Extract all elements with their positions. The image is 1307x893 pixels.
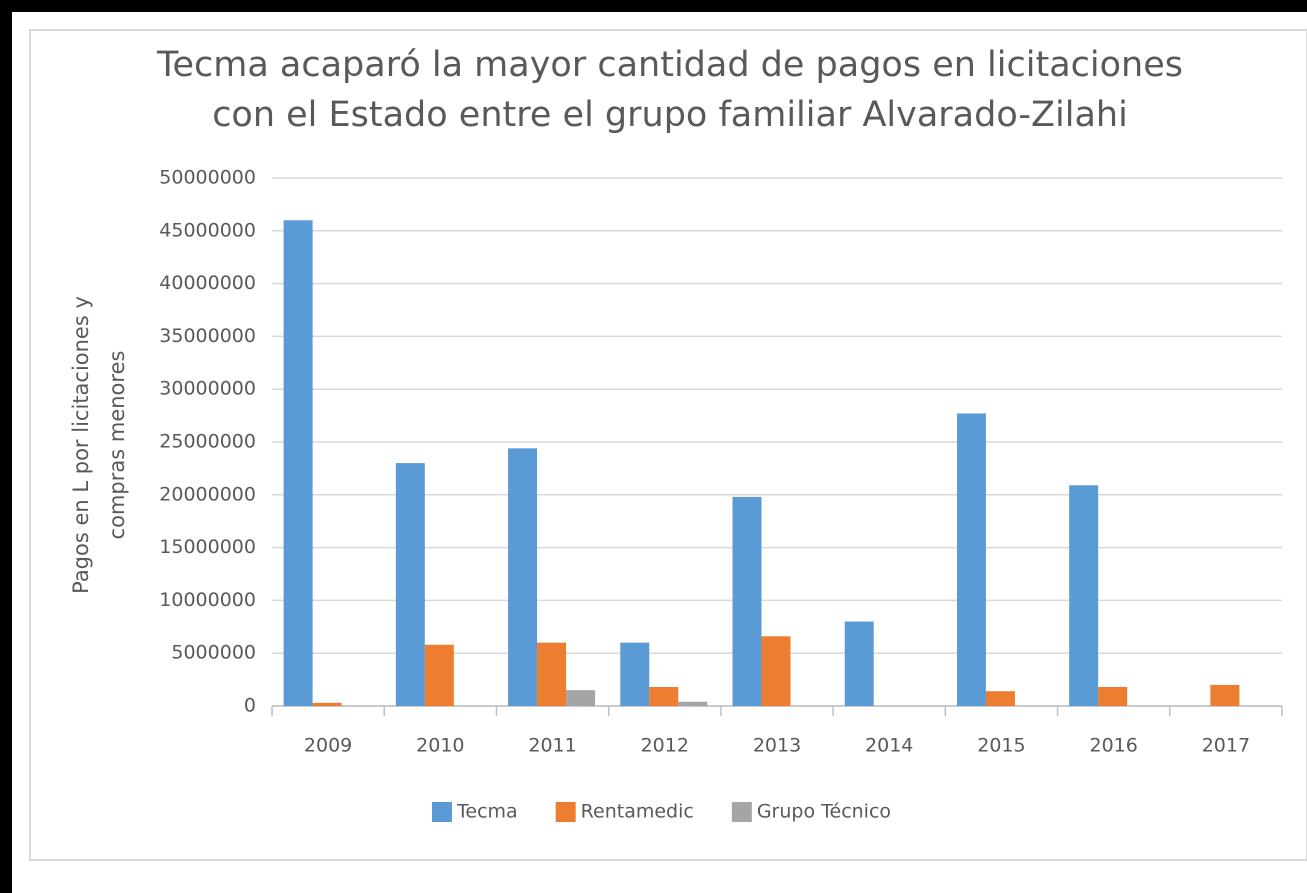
y-tick-label: 15000000 (159, 536, 256, 558)
bar (395, 463, 425, 706)
x-tick-label: 2016 (1089, 735, 1137, 757)
x-tick-label: 2009 (304, 735, 352, 757)
bar (283, 220, 313, 707)
legend-label: Rentamedic (581, 801, 694, 823)
chart-title: Tecma acaparó la mayor cantidad de pagos… (156, 45, 1183, 85)
bar (620, 642, 650, 706)
y-tick-label: 50000000 (159, 167, 256, 189)
legend-swatch (731, 802, 752, 822)
bar (1210, 684, 1240, 706)
bar (312, 702, 342, 706)
bar (956, 413, 986, 706)
x-tick-label: 2014 (865, 735, 913, 757)
y-axis-label: Pagos en L por licitaciones y (69, 296, 93, 594)
bar (985, 691, 1015, 706)
y-tick-label: 40000000 (159, 272, 256, 294)
bar (649, 686, 679, 706)
bar (761, 636, 791, 706)
x-tick-label: 2015 (977, 735, 1025, 757)
bar (1098, 686, 1128, 706)
bar (844, 621, 874, 706)
y-tick-label: 0 (244, 695, 256, 717)
legend-swatch (432, 802, 452, 822)
y-tick-label: 30000000 (159, 378, 256, 400)
bar (566, 690, 596, 706)
chart-title: con el Estado entre el grupo familiar Al… (212, 95, 1128, 135)
legend-swatch (555, 802, 576, 822)
y-tick-label: 10000000 (159, 589, 256, 611)
x-tick-label: 2010 (416, 735, 464, 757)
y-axis-label: compras menores (105, 351, 129, 540)
bar (678, 701, 708, 706)
legend-label: Tecma (456, 801, 518, 823)
y-tick-label: 45000000 (159, 219, 256, 241)
x-tick-label: 2017 (1202, 735, 1250, 757)
bar (732, 496, 762, 706)
y-tick-label: 5000000 (171, 642, 256, 664)
x-tick-label: 2011 (528, 735, 576, 757)
legend-label: Grupo Técnico (757, 801, 891, 823)
bar (508, 448, 538, 706)
chart-frame (29, 29, 1307, 861)
bar (537, 642, 567, 706)
bar (424, 644, 454, 706)
bar (1069, 485, 1099, 706)
y-tick-label: 35000000 (159, 325, 256, 347)
x-tick-label: 2012 (641, 735, 689, 757)
x-tick-label: 2013 (753, 735, 801, 757)
y-tick-label: 25000000 (159, 431, 256, 453)
y-tick-label: 20000000 (159, 483, 256, 505)
